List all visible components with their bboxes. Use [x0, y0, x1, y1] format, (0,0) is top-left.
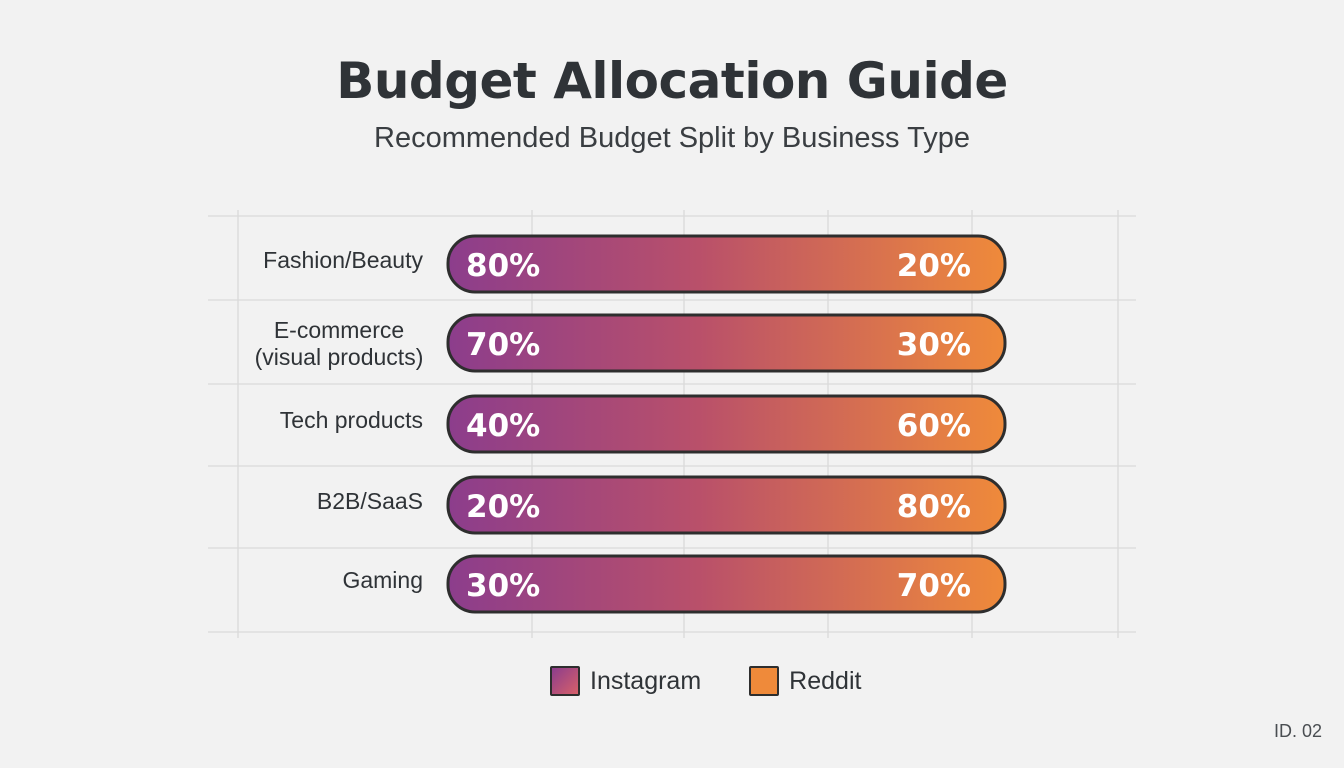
category-label: Tech products [280, 407, 423, 433]
stacked-bar-segment [446, 394, 1007, 454]
value-label-instagram: 70% [466, 327, 540, 363]
category-label: E-commerce (visual products) [255, 317, 424, 370]
value-label-instagram: 20% [466, 489, 540, 525]
stacked-bar-segment [446, 313, 1007, 373]
legend-label-reddit: Reddit [789, 666, 862, 695]
legend-swatch-instagram [550, 666, 580, 696]
stacked-bar-segment [446, 234, 1007, 294]
value-label-instagram: 80% [466, 248, 540, 284]
bars: 80% 20% 70% 30% 40% 60% 20% 80% 30% 70% [446, 234, 1007, 614]
category-labels: Fashion/Beauty E-commerce (visual products… [255, 247, 424, 593]
chart-subtitle: Recommended Budget Split by Business Typ… [374, 122, 970, 154]
stacked-bar-segment [446, 554, 1007, 614]
category-label: Gaming [342, 567, 423, 593]
category-label: B2B/SaaS [317, 488, 423, 514]
legend-label-instagram: Instagram [590, 666, 702, 695]
chart-legend: Instagram Reddit [550, 666, 861, 696]
value-label-reddit: 80% [897, 489, 971, 525]
value-label-reddit: 30% [897, 327, 971, 363]
figure-id-label: ID. 02 [1273, 721, 1322, 741]
legend-swatch-reddit [749, 666, 780, 696]
value-label-reddit: 20% [897, 248, 971, 284]
value-label-reddit: 60% [897, 408, 971, 444]
value-label-instagram: 30% [466, 568, 540, 604]
chart-title: Budget Allocation Guide [336, 52, 1008, 110]
value-label-reddit: 70% [897, 568, 971, 604]
stacked-bar-segment [446, 475, 1007, 535]
category-label: Fashion/Beauty [263, 247, 423, 273]
value-label-instagram: 40% [466, 408, 540, 444]
